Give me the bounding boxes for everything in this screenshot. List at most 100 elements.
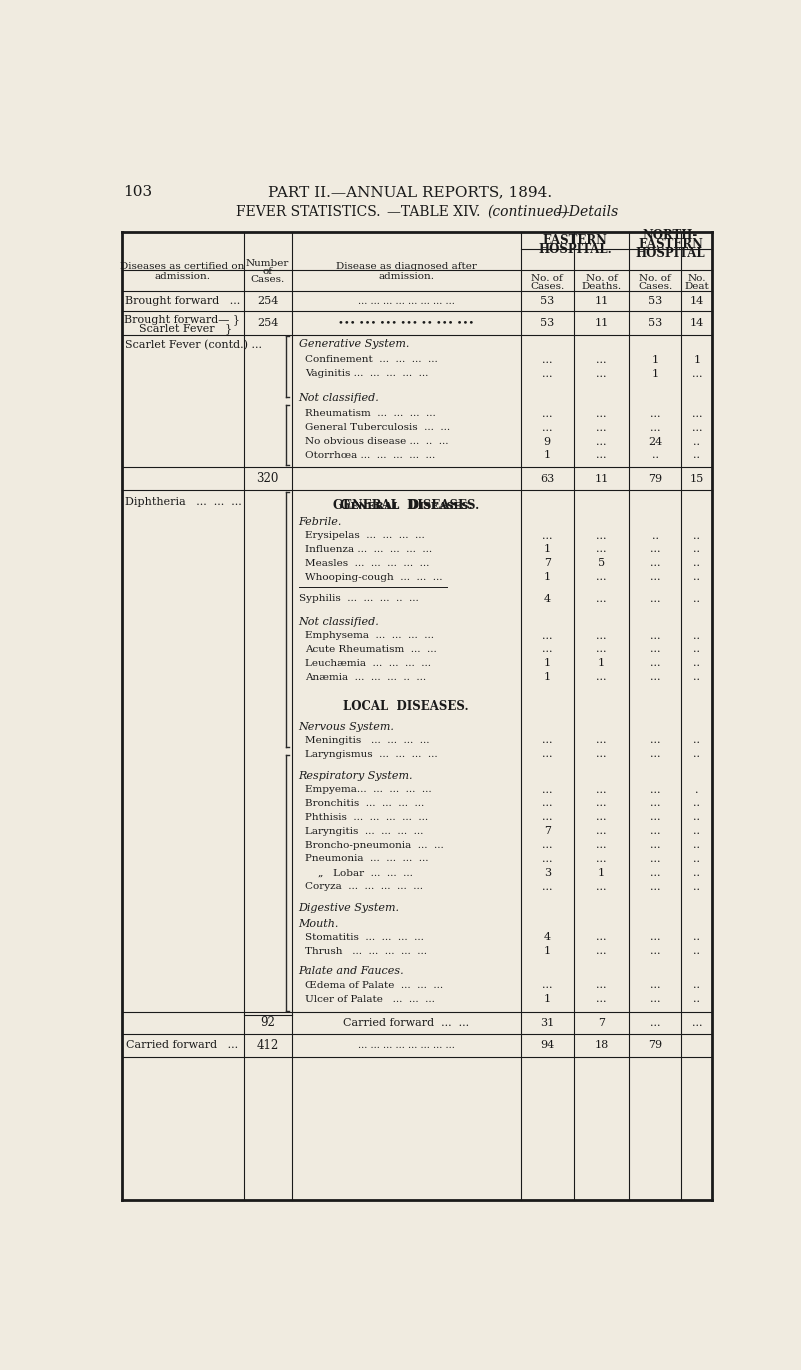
Text: 1: 1 xyxy=(544,995,551,1004)
Text: ...: ... xyxy=(650,826,660,836)
Text: ...: ... xyxy=(542,785,553,795)
Text: ...: ... xyxy=(542,355,553,364)
Text: 31: 31 xyxy=(540,1018,554,1028)
Text: Ulcer of Palate   ...  ...  ...: Ulcer of Palate ... ... ... xyxy=(304,995,435,1004)
Text: Diphtheria   ...  ...  ...: Diphtheria ... ... ... xyxy=(125,497,242,507)
Text: EASTERN: EASTERN xyxy=(638,238,703,251)
Text: 79: 79 xyxy=(648,1040,662,1051)
Text: 1: 1 xyxy=(544,947,551,956)
Text: ...: ... xyxy=(596,882,607,892)
Text: ...: ... xyxy=(596,947,607,956)
Text: ...: ... xyxy=(596,355,607,364)
Text: ...: ... xyxy=(650,854,660,864)
Text: ...: ... xyxy=(650,408,660,419)
Text: ...: ... xyxy=(542,369,553,379)
Text: GENERAL  DISEASES.: GENERAL DISEASES. xyxy=(333,499,479,512)
Text: ...: ... xyxy=(650,659,660,669)
Text: ...: ... xyxy=(596,749,607,759)
Text: Anæmia  ...  ...  ...  ..  ...: Anæmia ... ... ... .. ... xyxy=(304,673,426,682)
Text: ..: .. xyxy=(694,980,700,991)
Text: ..: .. xyxy=(694,826,700,836)
Text: ..: .. xyxy=(694,573,700,582)
Text: No. of: No. of xyxy=(639,274,671,282)
Text: 94: 94 xyxy=(540,1040,554,1051)
Text: ...: ... xyxy=(596,736,607,745)
Text: 4: 4 xyxy=(544,933,551,943)
Text: —TABLE XIV.: —TABLE XIV. xyxy=(387,206,481,219)
Text: ...: ... xyxy=(650,736,660,745)
Text: „   Lobar  ...  ...  ...: „ Lobar ... ... ... xyxy=(304,869,413,877)
Text: Erysipelas  ...  ...  ...  ...: Erysipelas ... ... ... ... xyxy=(304,532,425,540)
Text: 15: 15 xyxy=(690,474,704,484)
Text: Acute Rheumatism  ...  ...: Acute Rheumatism ... ... xyxy=(304,645,437,653)
Text: No.: No. xyxy=(687,274,706,282)
Text: ...: ... xyxy=(542,799,553,808)
Text: ...: ... xyxy=(542,423,553,433)
Text: ...: ... xyxy=(650,947,660,956)
Text: ...: ... xyxy=(542,749,553,759)
Text: Disease as diagnosed after: Disease as diagnosed after xyxy=(336,262,477,271)
Text: 1: 1 xyxy=(544,451,551,460)
Text: ...: ... xyxy=(596,530,607,541)
Text: ...: ... xyxy=(650,785,660,795)
Text: Diseases as certified on: Diseases as certified on xyxy=(120,262,244,271)
Text: 1: 1 xyxy=(651,369,658,379)
Text: ...: ... xyxy=(596,644,607,655)
Text: ...: ... xyxy=(650,558,660,569)
Text: ...: ... xyxy=(650,882,660,892)
Text: ...: ... xyxy=(542,980,553,991)
Text: ...: ... xyxy=(542,840,553,849)
Text: No. of: No. of xyxy=(586,274,618,282)
Text: Scarlet Fever   }: Scarlet Fever } xyxy=(132,323,232,334)
Text: Empyema...  ...  ...  ...  ...: Empyema... ... ... ... ... xyxy=(304,785,432,795)
Text: Brought forward— }: Brought forward— } xyxy=(124,314,240,325)
Text: ..: .. xyxy=(694,659,700,669)
Text: ..: .. xyxy=(694,544,700,555)
Text: ...: ... xyxy=(596,630,607,641)
Text: 1: 1 xyxy=(544,544,551,555)
Text: Deaths.: Deaths. xyxy=(582,282,622,290)
Text: ...: ... xyxy=(542,812,553,822)
Text: ..: .. xyxy=(694,530,700,541)
Text: 14: 14 xyxy=(690,318,704,327)
Text: ..: .. xyxy=(694,749,700,759)
Text: ..: .. xyxy=(694,995,700,1004)
Text: Deat: Deat xyxy=(685,282,709,290)
Text: ...: ... xyxy=(650,933,660,943)
Text: Syphilis  ...  ...  ...  ..  ...: Syphilis ... ... ... .. ... xyxy=(299,595,418,603)
Text: 7: 7 xyxy=(544,826,551,836)
Text: ...: ... xyxy=(596,799,607,808)
Text: 24: 24 xyxy=(648,437,662,447)
Text: 1: 1 xyxy=(544,573,551,582)
Text: ...: ... xyxy=(650,630,660,641)
Text: ...: ... xyxy=(650,1018,660,1028)
Text: ...: ... xyxy=(650,867,660,878)
Text: 53: 53 xyxy=(648,318,662,327)
Text: Thrush   ...  ...  ...  ...  ...: Thrush ... ... ... ... ... xyxy=(304,947,427,956)
Text: 18: 18 xyxy=(594,1040,609,1051)
Text: ...: ... xyxy=(596,437,607,447)
Text: Phthisis  ...  ...  ...  ...  ...: Phthisis ... ... ... ... ... xyxy=(304,812,428,822)
Text: ...: ... xyxy=(650,573,660,582)
Text: Cases.: Cases. xyxy=(638,282,672,290)
Text: Vaginitis ...  ...  ...  ...  ...: Vaginitis ... ... ... ... ... xyxy=(304,370,428,378)
Text: ...: ... xyxy=(650,799,660,808)
Text: 3: 3 xyxy=(544,867,551,878)
Text: ...: ... xyxy=(596,933,607,943)
Text: 79: 79 xyxy=(648,474,662,484)
Text: Scarlet Fever (contd.) ...: Scarlet Fever (contd.) ... xyxy=(125,340,262,351)
Text: Carried forward   ...: Carried forward ... xyxy=(127,1040,239,1051)
Text: ...: ... xyxy=(650,749,660,759)
Text: ..: .. xyxy=(694,736,700,745)
Text: Emphysema  ...  ...  ...  ...: Emphysema ... ... ... ... xyxy=(304,632,433,640)
Text: Mouth.: Mouth. xyxy=(299,919,339,929)
Text: 5: 5 xyxy=(598,558,605,569)
Text: ...: ... xyxy=(596,423,607,433)
Text: NORTH-: NORTH- xyxy=(643,229,698,241)
Text: HOSPITAL: HOSPITAL xyxy=(636,247,706,260)
Text: ..: .. xyxy=(694,947,700,956)
Text: Confinement  ...  ...  ...  ...: Confinement ... ... ... ... xyxy=(304,355,437,364)
Text: 11: 11 xyxy=(594,318,609,327)
Text: ...: ... xyxy=(542,854,553,864)
Text: ...: ... xyxy=(596,785,607,795)
